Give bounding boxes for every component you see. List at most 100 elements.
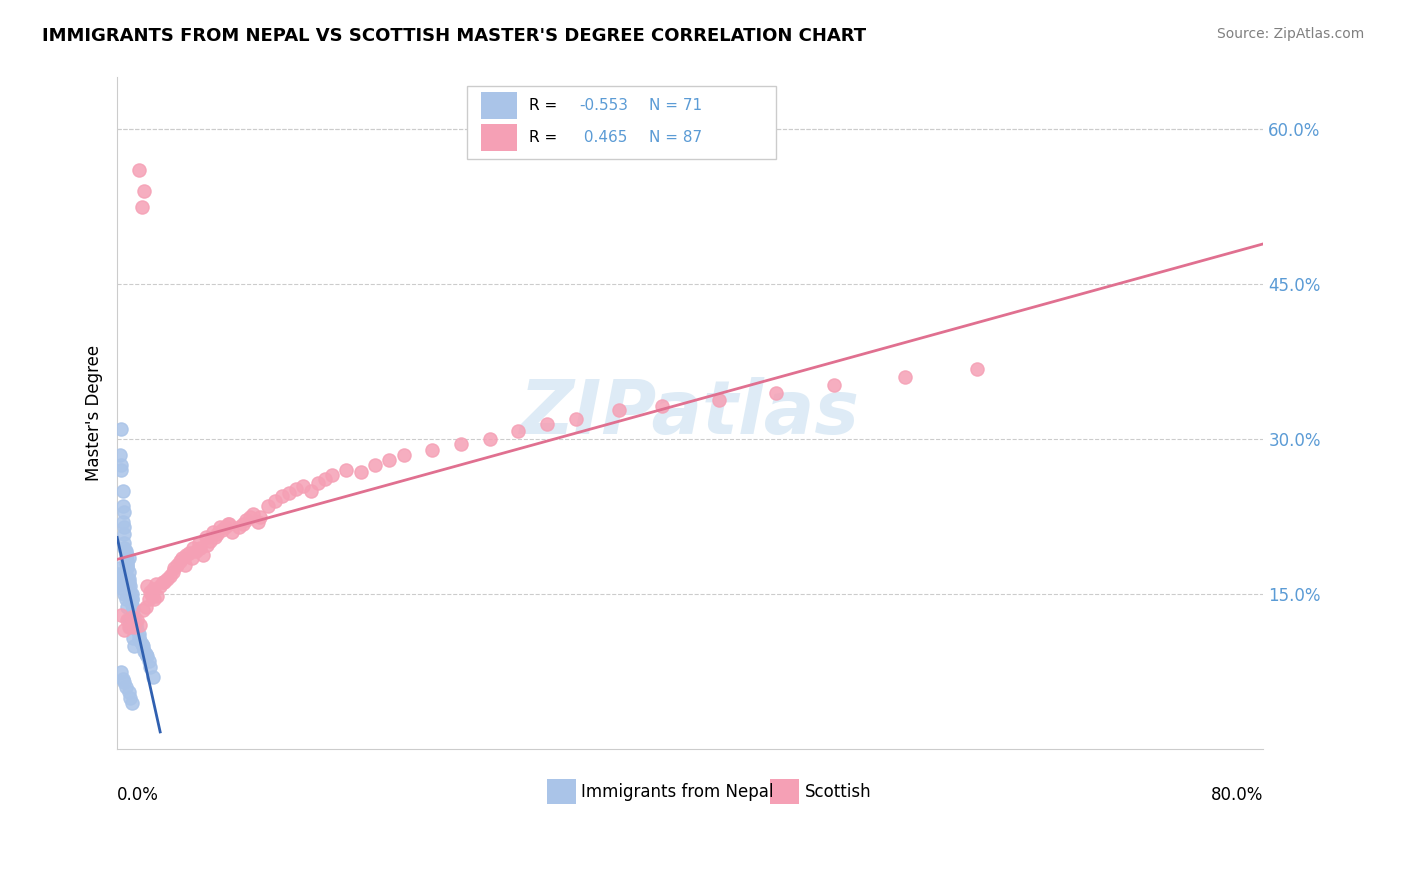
Point: [823, 378, 845, 392]
Y-axis label: Master's Degree: Master's Degree: [86, 345, 103, 482]
Point: [170, 551, 193, 566]
Bar: [481, 92, 517, 120]
Point: [607, 403, 630, 417]
Point: [127, 613, 149, 627]
Point: [112, 505, 135, 519]
Point: [122, 603, 145, 617]
Point: [364, 458, 387, 472]
Point: [139, 585, 162, 599]
Text: R =: R =: [529, 98, 562, 113]
Point: [152, 574, 174, 589]
Point: [121, 587, 143, 601]
Point: [120, 690, 142, 705]
Text: N = 71: N = 71: [650, 98, 702, 113]
Point: [153, 574, 176, 589]
Point: [217, 516, 239, 531]
Point: [204, 530, 226, 544]
Point: [111, 515, 134, 529]
Point: [765, 385, 787, 400]
Point: [136, 649, 159, 664]
Point: [118, 620, 141, 634]
Point: [118, 582, 141, 596]
Point: [508, 424, 530, 438]
Point: [181, 541, 204, 555]
Point: [121, 598, 143, 612]
Point: [114, 544, 136, 558]
Point: [202, 525, 225, 540]
Point: [120, 585, 142, 599]
Point: [156, 572, 179, 586]
Point: [184, 544, 207, 558]
Point: [228, 520, 250, 534]
Point: [115, 558, 138, 573]
Point: [138, 655, 160, 669]
Point: [112, 675, 135, 690]
Point: [187, 535, 209, 549]
Point: [114, 681, 136, 695]
Point: [142, 670, 165, 684]
Point: [307, 475, 329, 490]
Point: [162, 565, 184, 579]
Text: 80.0%: 80.0%: [1211, 786, 1264, 805]
Point: [131, 637, 153, 651]
Point: [221, 525, 243, 540]
Point: [211, 523, 233, 537]
Point: [110, 665, 132, 679]
Point: [197, 538, 219, 552]
Point: [335, 463, 357, 477]
Point: [121, 592, 143, 607]
Text: Immigrants from Nepal: Immigrants from Nepal: [581, 782, 773, 801]
Point: [285, 482, 308, 496]
Bar: [547, 779, 575, 805]
Point: [128, 163, 150, 178]
Point: [118, 565, 141, 579]
Point: [111, 500, 134, 514]
Point: [188, 541, 211, 555]
Point: [207, 527, 229, 541]
Point: [112, 527, 135, 541]
Point: [115, 554, 138, 568]
Point: [536, 417, 558, 431]
Point: [180, 551, 202, 566]
Point: [115, 599, 138, 614]
Point: [114, 546, 136, 560]
Text: N = 87: N = 87: [650, 129, 702, 145]
Point: [132, 603, 155, 617]
Point: [110, 577, 132, 591]
Point: [118, 574, 141, 589]
Point: [378, 453, 401, 467]
Point: [112, 541, 135, 555]
Point: [239, 509, 262, 524]
Point: [107, 561, 129, 575]
Point: [112, 520, 135, 534]
Point: [299, 483, 322, 498]
Point: [177, 546, 200, 560]
Point: [110, 458, 132, 472]
Point: [450, 437, 472, 451]
Point: [314, 471, 336, 485]
Point: [707, 392, 730, 407]
Bar: [770, 779, 799, 805]
Point: [256, 500, 278, 514]
Point: [115, 572, 138, 586]
Point: [121, 696, 143, 710]
Text: 0.465: 0.465: [579, 129, 627, 145]
Bar: [481, 124, 517, 151]
Point: [124, 616, 146, 631]
Point: [292, 479, 315, 493]
Point: [115, 613, 138, 627]
Point: [195, 530, 218, 544]
Point: [135, 647, 157, 661]
Point: [350, 465, 373, 479]
Text: Source: ZipAtlas.com: Source: ZipAtlas.com: [1216, 27, 1364, 41]
Point: [115, 561, 138, 575]
Point: [120, 590, 142, 604]
Point: [115, 558, 138, 573]
Point: [108, 448, 131, 462]
Point: [232, 516, 254, 531]
Point: [128, 631, 150, 645]
Point: [121, 610, 143, 624]
Point: [110, 422, 132, 436]
Point: [114, 556, 136, 570]
Point: [278, 486, 301, 500]
